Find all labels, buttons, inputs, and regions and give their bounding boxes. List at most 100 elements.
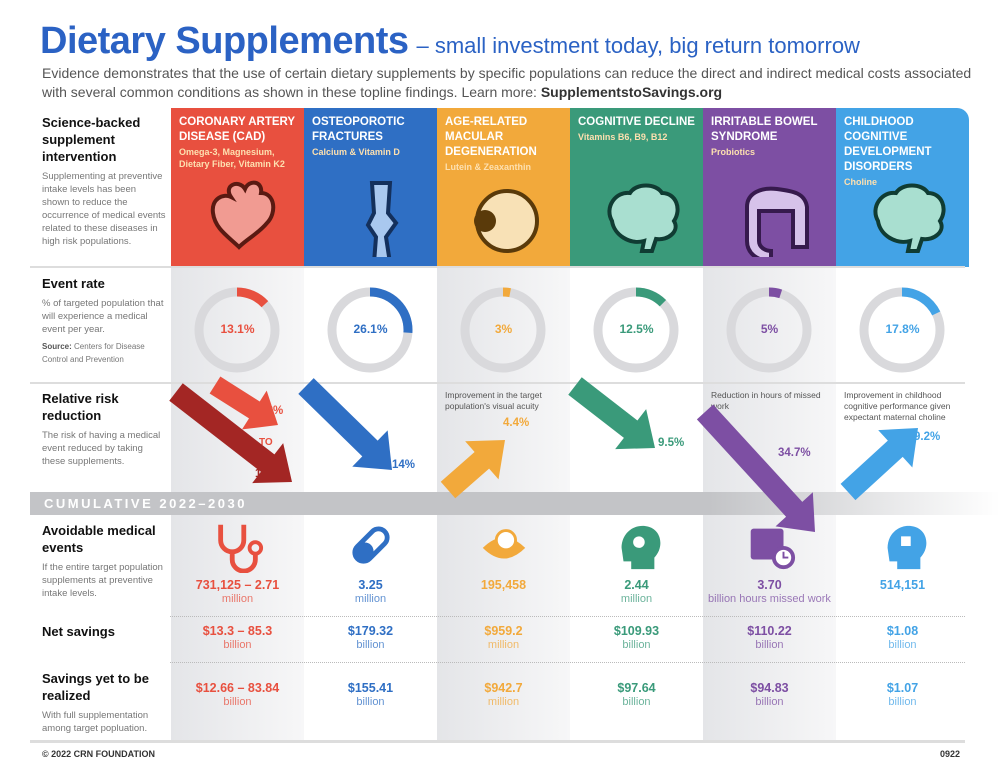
condition-name: COGNITIVE DECLINE: [578, 116, 695, 128]
yet-unit: million: [487, 696, 520, 708]
row-title: Relative risk reduction: [42, 391, 119, 423]
row-title: Savings yet to be realized: [42, 671, 149, 703]
copyright: © 2022 CRN FOUNDATION: [42, 749, 155, 759]
rrr-note: Improvement in the target population's v…: [445, 390, 542, 411]
yet-value: $94.83: [750, 681, 789, 695]
source-text: Centers for Disease Control and Preventi…: [42, 342, 145, 364]
divider: [170, 662, 965, 663]
net-value: $110.22: [747, 624, 792, 638]
intro-body: Evidence demonstrates that the use of ce…: [42, 65, 972, 100]
eye-icon: [474, 189, 539, 253]
intestine-icon: [745, 186, 809, 257]
donut-fill: [726, 287, 812, 373]
avoidable-value: 3.25: [358, 578, 383, 592]
rrr-value: 34.7%: [778, 447, 811, 459]
row-desc: % of targeted population that will exper…: [42, 297, 166, 366]
avoidable-unit: million: [354, 593, 387, 605]
avoidable-value: 514,151: [879, 578, 926, 592]
title-tagline: – small investment today, big return tom…: [416, 33, 860, 58]
avoidable-value: 195,458: [480, 578, 527, 592]
title-main: Dietary Supplements: [40, 20, 409, 62]
condition-header: AGE-RELATED MACULAR DEGENERATION Lutein &…: [437, 108, 570, 267]
condition-name: AGE-RELATED MACULAR DEGENERATION: [445, 116, 537, 158]
donut-fill: [194, 287, 280, 373]
brain-icon: [873, 183, 946, 253]
net-value: $179.32: [347, 624, 394, 638]
condition-name: CORONARY ARTERY DISEASE (CAD): [179, 116, 295, 143]
rrr-to: TO: [259, 437, 273, 448]
row-title: Event rate: [42, 276, 105, 291]
row-title: Avoidable medical events: [42, 523, 156, 555]
avoidable-events: 3.70 billion hours missed work: [703, 578, 836, 606]
rrr-note: Reduction in hours of missed work: [711, 390, 821, 411]
learn-more-link[interactable]: SupplementstoSavings.org: [540, 84, 723, 100]
divider: [30, 382, 965, 384]
row-title: Science-backed supplement intervention: [42, 115, 141, 164]
avoidable-value: 731,125 – 2.71: [195, 578, 280, 592]
net-value: $959.2: [484, 624, 523, 638]
supplement-list: Lutein & Zeaxanthin: [445, 162, 532, 172]
event-rate-value: 17.8%: [885, 322, 920, 336]
savings-yet: $97.64 billion: [570, 681, 703, 709]
event-rate-donut: [593, 287, 679, 373]
avoidable-value: 3.70: [757, 578, 782, 592]
net-savings: $110.22 billion: [703, 624, 836, 652]
label-rrr: Relative risk reduction The risk of havin…: [42, 390, 166, 468]
supplement-list: Vitamins B6, B9, B12: [578, 132, 668, 142]
event-rate-value: 13.1%: [220, 322, 255, 336]
row-desc: Supplementing at preventive intake level…: [42, 171, 166, 247]
rrr-value: 9.2%: [914, 431, 941, 443]
event-rate-value: 5%: [760, 322, 779, 336]
divider: [30, 740, 965, 743]
stethoscope-icon: [218, 524, 264, 573]
yet-value: $942.7: [484, 681, 523, 695]
supplement-list: Omega-3, Magnesium, Dietary Fiber, Vitam…: [179, 147, 285, 169]
net-value: $109.93: [613, 624, 660, 638]
avoidable-value: 2.44: [624, 578, 649, 592]
eye-exam-icon: [482, 529, 526, 559]
savings-yet: $12.66 – 83.84 billion: [171, 681, 304, 709]
event-rate-donut: [460, 287, 546, 373]
donut-fill: [593, 287, 679, 373]
condition-name: CHILDHOOD COGNITIVE DEVELOPMENT DISORDER…: [844, 116, 932, 173]
condition-header: IRRITABLE BOWEL SYNDROME Probiotics: [703, 108, 836, 267]
condition-header: CHILDHOOD COGNITIVE DEVELOPMENT DISORDER…: [836, 108, 969, 267]
avoidable-unit: million: [221, 593, 254, 605]
avoidable-unit: million: [620, 593, 653, 605]
net-savings: $959.2 million: [437, 624, 570, 652]
rrr-value: 4.2%: [257, 405, 284, 417]
label-event-rate: Event rate % of targeted population that …: [42, 275, 166, 366]
net-savings: $179.32 billion: [304, 624, 437, 652]
row-desc: The risk of having a medical event reduc…: [42, 430, 161, 467]
savings-yet: $155.41 billion: [304, 681, 437, 709]
calendar-clock-icon: [750, 528, 796, 570]
cumulative-banner: CUMULATIVE 2022–2030: [30, 492, 1000, 515]
yet-unit: billion: [223, 696, 252, 708]
yet-unit: billion: [755, 696, 784, 708]
avoidable-unit: billion hours missed work: [708, 593, 831, 605]
brain-icon: [607, 183, 680, 253]
net-unit: billion: [356, 639, 385, 651]
divider: [30, 266, 965, 268]
avoidable-events: 731,125 – 2.71 million: [171, 578, 304, 606]
supplement-list: Choline: [844, 177, 877, 187]
rrr-note: Improvement in childhood cognitive perfo…: [844, 390, 951, 422]
pill-icon: [352, 526, 390, 564]
net-unit: million: [487, 639, 520, 651]
avoidable-events: 3.25 million: [304, 578, 437, 606]
savings-yet: $94.83 billion: [703, 681, 836, 709]
label-net-savings: Net savings: [42, 623, 166, 640]
rrr-value: 9.5%: [658, 437, 685, 449]
net-unit: billion: [755, 639, 784, 651]
event-rate-donut: [194, 287, 280, 373]
supplement-list: Probiotics: [711, 147, 756, 157]
page-title: Dietary Supplements – small investment to…: [40, 20, 860, 63]
event-rate-value: 26.1%: [353, 322, 388, 336]
net-savings: $1.08 billion: [836, 624, 969, 652]
condition-header: COGNITIVE DECLINE Vitamins B6, B9, B12: [570, 108, 703, 267]
label-avoidable: Avoidable medical events If the entire ta…: [42, 522, 166, 600]
intro-text: Evidence demonstrates that the use of ce…: [42, 64, 982, 102]
divider: [170, 616, 965, 617]
net-unit: billion: [223, 639, 252, 651]
yet-value: $97.64: [617, 681, 656, 695]
